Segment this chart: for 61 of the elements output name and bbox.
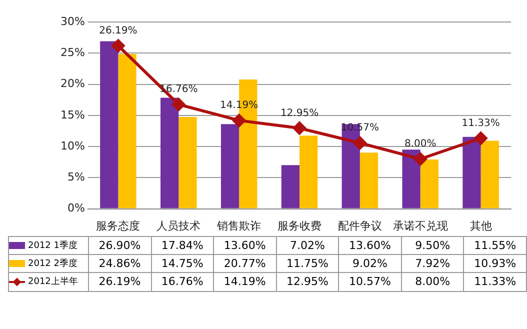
- point: [232, 114, 246, 127]
- x-tick-label: 承诺不兑现: [392, 219, 448, 232]
- data-label: 11.33%: [464, 272, 526, 291]
- data-label: 14.75%: [151, 254, 214, 272]
- y-tick-label: 25%: [60, 46, 85, 59]
- x-tick-label: 其他: [470, 219, 492, 232]
- x-tick-label: 服务态度: [96, 219, 140, 232]
- point: [172, 98, 186, 111]
- data-label: 16.76%: [151, 272, 214, 291]
- point: [112, 39, 125, 52]
- data-label: 9.02%: [338, 254, 402, 272]
- bar: [402, 150, 420, 208]
- point: [474, 132, 488, 145]
- x-tick-label: 销售欺诈: [216, 219, 262, 232]
- y-tick-label: 0%: [68, 202, 85, 215]
- bar: [420, 159, 438, 208]
- bar: [360, 152, 378, 208]
- data-label: 12.95%: [276, 272, 339, 291]
- bar: [281, 165, 300, 208]
- bar: [462, 136, 481, 208]
- bar: [118, 54, 136, 208]
- point: [353, 136, 366, 150]
- x-tick-label: 服务收费: [278, 219, 322, 232]
- bar: [220, 124, 240, 208]
- data-label: 20.77%: [214, 254, 276, 272]
- legend-label: 2012上半年: [28, 276, 78, 288]
- data-label: 13.60%: [338, 236, 402, 254]
- data-label: 10.93%: [464, 254, 526, 272]
- point: [293, 122, 306, 135]
- data-label: 11.55%: [464, 236, 526, 254]
- data-label: 17.84%: [151, 236, 214, 254]
- data-label: 11.75%: [276, 254, 339, 272]
- y-tick-label: 5%: [68, 170, 85, 184]
- data-label: 14.19%: [214, 272, 276, 291]
- bar: [160, 98, 179, 208]
- data-label: 24.86%: [88, 254, 152, 272]
- bar: [300, 136, 318, 208]
- text: 11.33%: [462, 118, 500, 129]
- data-label: 10.57%: [338, 272, 402, 291]
- data-label: 9.50%: [401, 236, 464, 254]
- y-tick-label: 10%: [60, 139, 85, 152]
- data-label: 13.60%: [214, 236, 276, 254]
- text: 26.19%: [99, 25, 138, 36]
- text: 12.95%: [280, 108, 319, 119]
- data-label: 26.90%: [88, 236, 152, 254]
- y-tick-label: 20%: [60, 77, 85, 90]
- data-label: 7.02%: [276, 236, 339, 254]
- data-label: 26.19%: [88, 272, 152, 291]
- data-label: 8.00%: [401, 272, 464, 291]
- data-label: 7.92%: [401, 254, 464, 272]
- bar: [100, 41, 118, 208]
- bar: [480, 140, 499, 208]
- bar: [178, 116, 197, 208]
- y-tick-label: 30%: [60, 14, 85, 28]
- x-tick-label: 人员技术: [156, 219, 201, 232]
- text: 8.00%: [404, 138, 436, 150]
- legend-label: 2012 2季度: [28, 258, 78, 270]
- legend-label: 2012 1季度: [28, 240, 78, 252]
- x-tick-label: 配件争议: [338, 219, 382, 232]
- y-tick-label: 15%: [60, 108, 85, 122]
- point: [414, 152, 427, 166]
